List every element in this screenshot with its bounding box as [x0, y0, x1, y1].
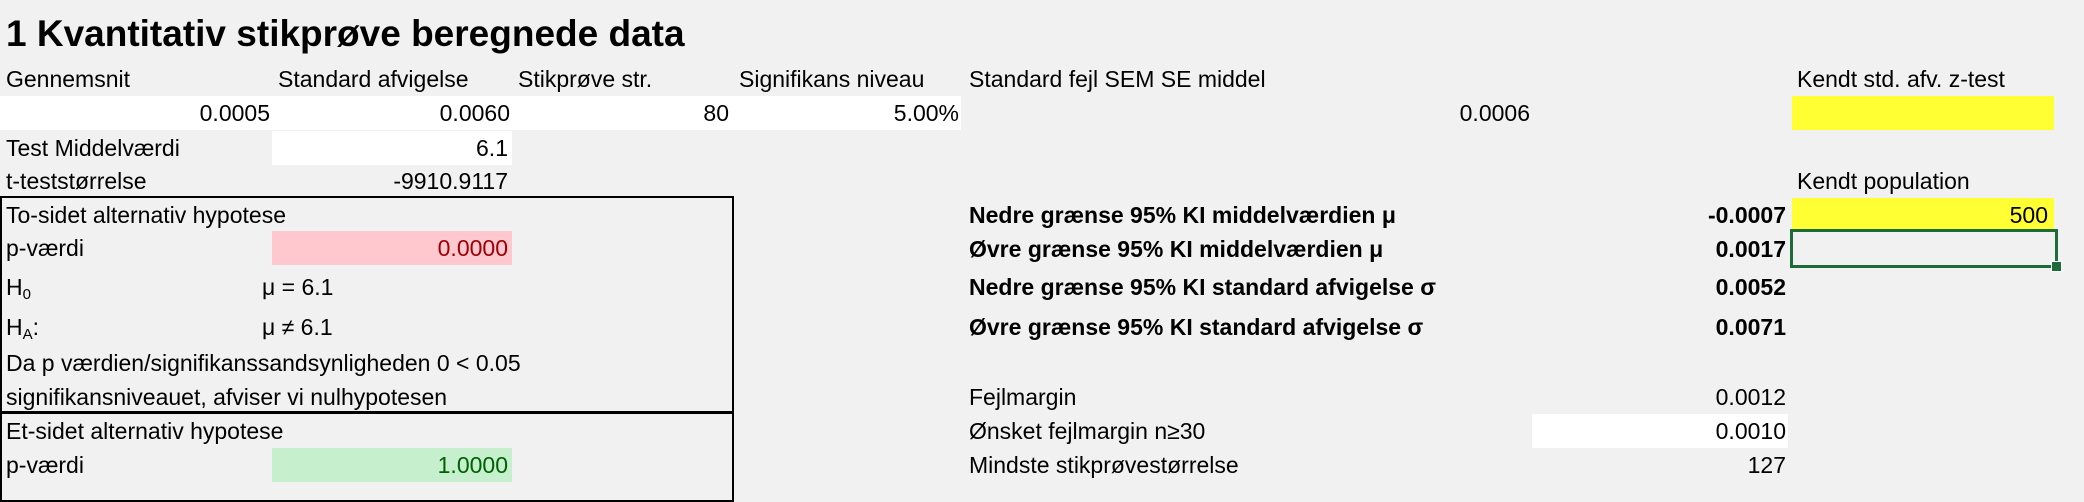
conclusion-line-2[interactable]: signifikansniveauet, afviser vi nulhypot…	[6, 384, 448, 410]
two-sided-heading[interactable]: To-sidet alternativ hypotese	[6, 202, 286, 228]
h0-value[interactable]: μ = 6.1	[262, 274, 334, 300]
one-sided-p-label[interactable]: p-værdi	[6, 452, 84, 478]
header-sem[interactable]: Standard fejl SEM SE middel	[969, 66, 1266, 92]
value-significance[interactable]: 5.00%	[893, 100, 959, 126]
test-mean-value[interactable]: 6.1	[476, 135, 508, 161]
desired-margin-value[interactable]: 0.0010	[1715, 418, 1786, 444]
t-stat-value[interactable]: -9910.9117	[393, 168, 508, 194]
header-known-std[interactable]: Kendt std. afv. z-test	[1797, 66, 2005, 92]
fill-handle[interactable]	[2051, 261, 2062, 272]
desired-margin-label[interactable]: Ønsket fejlmargin n≥30	[969, 418, 1206, 444]
desired-margin-cell	[1532, 414, 1788, 448]
one-sided-p-cell	[272, 448, 512, 482]
ci-upper-sd-value[interactable]: 0.0071	[1715, 314, 1786, 340]
one-sided-p-value[interactable]: 1.0000	[437, 452, 508, 478]
test-mean-label[interactable]: Test Middelværdi	[6, 135, 180, 161]
t-stat-label[interactable]: t-teststørrelse	[6, 168, 147, 194]
ha-value[interactable]: μ ≠ 6.1	[262, 314, 333, 340]
margin-error-label[interactable]: Fejlmargin	[969, 384, 1077, 410]
h0-label[interactable]: H0	[6, 270, 31, 304]
ci-upper-mean-label[interactable]: Øvre grænse 95% KI middelværdien μ	[969, 236, 1384, 262]
header-std-dev[interactable]: Standard afvigelse	[278, 66, 469, 92]
min-sample-size-label[interactable]: Mindste stikprøvestørrelse	[969, 452, 1239, 478]
ha-colon: :	[32, 314, 40, 340]
value-sample-size[interactable]: 80	[703, 100, 729, 126]
selected-cell[interactable]	[1790, 229, 2058, 268]
cell-test-mean-bg	[272, 131, 512, 165]
conclusion-line-1[interactable]: Da p værdien/signifikanssandsynligheden …	[6, 350, 521, 376]
header-significance[interactable]: Signifikans niveau	[739, 66, 925, 92]
value-std-dev[interactable]: 0.0060	[439, 100, 510, 126]
h0-subscript: 0	[22, 286, 31, 303]
known-population-value[interactable]: 500	[2009, 202, 2048, 228]
cell-std-bg	[272, 96, 512, 130]
value-sem[interactable]: 0.0006	[1459, 100, 1530, 126]
cell-size-bg	[512, 96, 733, 130]
ha-letter: H	[6, 314, 23, 340]
two-sided-p-cell	[272, 231, 512, 265]
ha-label[interactable]: HA:	[6, 310, 39, 344]
one-sided-heading[interactable]: Et-sidet alternativ hypotese	[6, 418, 284, 444]
ci-upper-sd-label[interactable]: Øvre grænse 95% KI standard afvigelse σ	[969, 314, 1424, 340]
cell-sig-bg	[733, 96, 961, 130]
ci-lower-sd-label[interactable]: Nedre grænse 95% KI standard afvigelse σ	[969, 274, 1436, 300]
known-population-label[interactable]: Kendt population	[1797, 168, 1970, 194]
ci-lower-mean-value[interactable]: -0.0007	[1707, 202, 1786, 228]
cell-known-std-input[interactable]	[1792, 96, 2054, 130]
h0-letter: H	[6, 274, 23, 300]
cell-mean-bg	[0, 96, 272, 130]
known-population-cell[interactable]	[1792, 198, 2054, 232]
ci-lower-sd-value[interactable]: 0.0052	[1715, 274, 1786, 300]
two-sided-p-value[interactable]: 0.0000	[437, 235, 508, 261]
min-sample-size-value[interactable]: 127	[1747, 452, 1786, 478]
header-sample-size[interactable]: Stikprøve str.	[518, 66, 653, 92]
ci-lower-mean-label[interactable]: Nedre grænse 95% KI middelværdien μ	[969, 202, 1396, 228]
header-mean[interactable]: Gennemsnit	[6, 66, 131, 92]
ci-upper-mean-value[interactable]: 0.0017	[1715, 236, 1786, 262]
value-mean[interactable]: 0.0005	[199, 100, 270, 126]
ha-subscript: A	[22, 326, 33, 343]
sheet-title: 1 Kvantitativ stikprøve beregnede data	[6, 13, 685, 54]
two-sided-p-label[interactable]: p-værdi	[6, 235, 84, 261]
margin-error-value[interactable]: 0.0012	[1715, 384, 1786, 410]
